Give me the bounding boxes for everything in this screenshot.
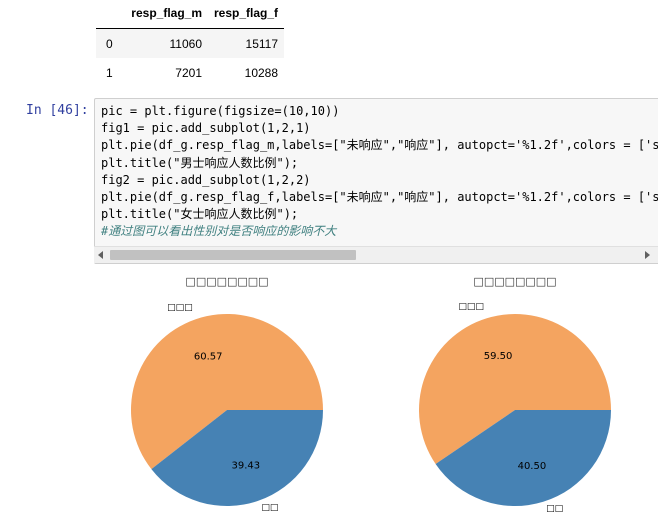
input-prompt: In [46]: bbox=[26, 103, 89, 118]
pie-chart-male: □□□ 60.57 □□ 39.43 □□□□□□□□ bbox=[131, 275, 323, 513]
table-header-resp-flag-m: resp_flag_m bbox=[124, 4, 208, 29]
pie-category-label: □□ bbox=[261, 503, 278, 513]
code-cell-editor[interactable]: pic = plt.figure(figsize=(10,10)) fig1 =… bbox=[94, 98, 658, 264]
code-line-7: plt.title("女士响应人数比例"); bbox=[101, 207, 299, 222]
cell-resp-flag-m: 11060 bbox=[124, 28, 208, 58]
pie-category-label: □□□ bbox=[167, 303, 193, 313]
pie-slice bbox=[131, 314, 323, 470]
table-header-resp-flag-f: resp_flag_f bbox=[208, 4, 285, 29]
pie-charts-figure: □□□60.57□□39.43□□□□□□□□ □□□59.50□□40.50□… bbox=[131, 275, 611, 514]
code-line-4: plt.title("男士响应人数比例"); bbox=[101, 155, 299, 170]
scroll-right-arrow-icon[interactable] bbox=[645, 251, 650, 259]
cell-resp-flag-f: 10288 bbox=[244, 65, 279, 80]
cell-resp-flag-m: 7201 bbox=[175, 65, 202, 80]
pie-value-label: 60.57 bbox=[194, 352, 223, 363]
table-header-index bbox=[96, 4, 124, 29]
pie-slice bbox=[151, 410, 323, 507]
pie-value-label: 40.50 bbox=[518, 461, 547, 472]
chart-title-female: □□□□□□□□ bbox=[473, 275, 556, 288]
table-row: 1 7201 10288 bbox=[96, 58, 284, 87]
pie-chart-female: □□□ 59.50 □□ 40.50 □□□□□□□□ bbox=[419, 275, 611, 514]
code-text[interactable]: pic = plt.figure(figsize=(10,10)) fig1 =… bbox=[101, 103, 658, 241]
code-line-5: fig2 = pic.add_subplot(1,2,2) bbox=[101, 172, 311, 187]
pie-value-label: 39.43 bbox=[231, 461, 260, 472]
code-comment-line: #通过图可以看出性别对是否响应的影响不大 bbox=[101, 224, 337, 239]
code-line-1: pic = plt.figure(figsize=(10,10)) bbox=[101, 104, 340, 118]
code-line-2: fig1 = pic.add_subplot(1,2,1) bbox=[101, 121, 311, 136]
scroll-left-arrow-icon[interactable] bbox=[98, 251, 103, 259]
chart-title-male: □□□□□□□□ bbox=[185, 275, 268, 288]
dataframe-output-table: resp_flag_m resp_flag_f 0 11060 15117 1 … bbox=[96, 4, 285, 87]
pie-value-label: 59.50 bbox=[484, 351, 513, 362]
table-row: 0 11060 15117 bbox=[96, 28, 285, 58]
horizontal-scrollbar[interactable] bbox=[94, 246, 658, 263]
code-line-6: plt.pie(df_g.resp_flag_f,labels=["未响应","… bbox=[101, 190, 658, 205]
pie-slice bbox=[419, 314, 611, 464]
code-line-3: plt.pie(df_g.resp_flag_m,labels=["未响应","… bbox=[101, 138, 658, 153]
cell-resp-flag-f: 15117 bbox=[208, 28, 285, 58]
table-header-row: resp_flag_m resp_flag_f bbox=[96, 4, 285, 29]
row-index: 1 bbox=[106, 65, 113, 80]
pie-slice bbox=[435, 410, 611, 507]
pie-category-label: □□ bbox=[546, 504, 563, 514]
pie-category-label: □□□ bbox=[458, 302, 484, 312]
row-index: 0 bbox=[96, 28, 124, 58]
previous-output-prompt-fragment: ▔▔▔▔▔▔ bbox=[30, 0, 73, 6]
scrollbar-thumb[interactable] bbox=[110, 250, 356, 260]
